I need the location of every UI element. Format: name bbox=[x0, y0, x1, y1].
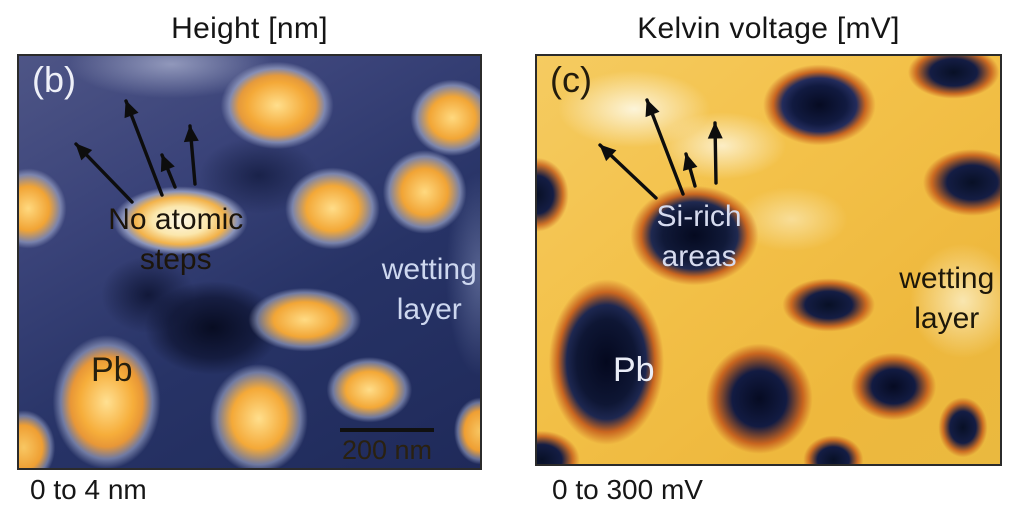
no-atomic-steps-line1: No atomic bbox=[108, 203, 244, 236]
panel-b-corner-label: (b) bbox=[32, 59, 76, 100]
wetting-layer-c-line1: wetting bbox=[899, 262, 995, 295]
panel-c-scan-image: (c) Si-rich areas wetting layer Pb bbox=[535, 54, 1002, 466]
wetting-layer-c-line2: layer bbox=[914, 301, 980, 335]
si-rich-line1: Si-rich bbox=[656, 200, 742, 233]
panel-b-range-caption: 0 to 4 nm bbox=[30, 474, 147, 505]
panel-c-range-caption: 0 to 300 mV bbox=[552, 474, 703, 505]
pb-island-label-c: Pb bbox=[613, 351, 655, 389]
wetting-layer-annotation-c: wetting layer bbox=[899, 259, 994, 338]
scalebar bbox=[340, 428, 434, 432]
si-rich-areas-annotation: Si-rich areas bbox=[657, 197, 742, 276]
pb-island-label-b: Pb bbox=[91, 351, 133, 389]
panel-c-corner-label: (c) bbox=[550, 59, 592, 100]
panel-b-title: Height [nm] bbox=[171, 12, 328, 45]
panel-c-title: Kelvin voltage [mV] bbox=[637, 12, 900, 45]
wetting-layer-b-line1: wetting bbox=[381, 253, 477, 286]
si-rich-line2: areas bbox=[661, 239, 737, 273]
scalebar-label: 200 nm bbox=[341, 435, 433, 465]
wetting-layer-b-line2: layer bbox=[396, 292, 462, 326]
no-atomic-steps-line2: steps bbox=[139, 242, 212, 276]
wetting-layer-annotation-b: wetting layer bbox=[382, 250, 477, 329]
panel-b-scan-image: (b) No atomic steps wetting layer Pb bbox=[17, 54, 482, 470]
no-atomic-steps-annotation: No atomic steps bbox=[108, 200, 243, 279]
